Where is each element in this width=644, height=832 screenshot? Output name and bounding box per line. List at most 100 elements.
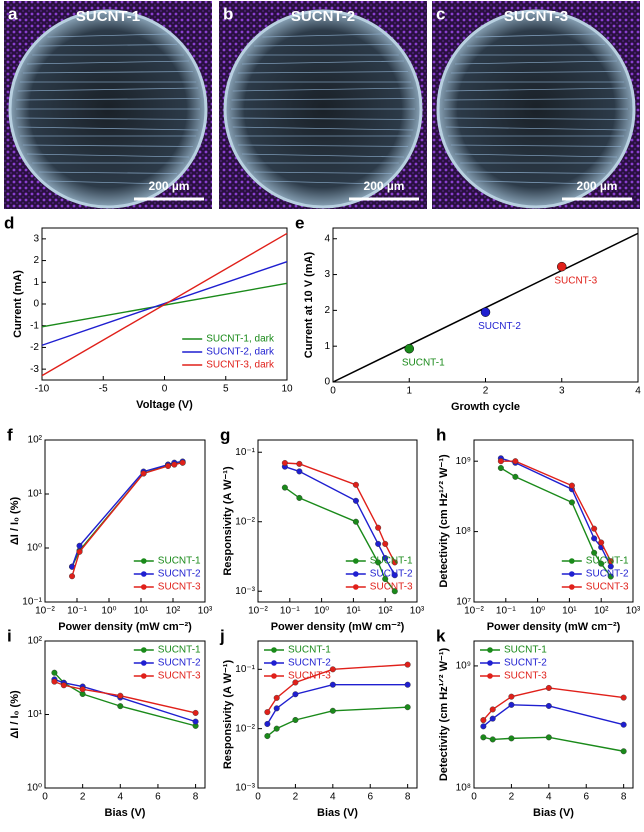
data-point (375, 524, 382, 531)
data-point (192, 709, 199, 716)
legend-marker (141, 660, 147, 666)
data-point (391, 559, 398, 566)
x-axis-label: Bias (V) (105, 807, 146, 819)
y-tick-label: 2 (324, 305, 330, 316)
legend-marker (271, 647, 277, 653)
panel-letter: g (220, 425, 230, 444)
data-point (591, 549, 598, 556)
data-point (391, 572, 398, 579)
x-tick-label: 2 (293, 792, 299, 803)
y-tick-label: -2 (30, 342, 39, 353)
nanotube-line (241, 60, 405, 65)
y-axis-label: Detectivity (cm Hz¹ᐟ² W⁻¹) (438, 454, 450, 588)
x-tick-label: 10³ (626, 606, 641, 617)
data-point (512, 458, 519, 465)
nanotube-line (454, 60, 618, 65)
x-tick-label: 4 (118, 792, 124, 803)
data-point (51, 669, 58, 676)
x-axis-label: Power density (mW cm⁻²) (58, 621, 192, 633)
nanotube-line (38, 171, 178, 174)
data-point (404, 681, 411, 688)
legend-marker (271, 660, 277, 666)
data-point (296, 468, 303, 475)
nanotube-line (22, 144, 194, 147)
plot-frame (44, 439, 206, 603)
series-line (266, 706, 408, 737)
nanotube-line (475, 180, 597, 185)
data-point (489, 736, 496, 743)
data-point (545, 684, 552, 691)
series-line (266, 684, 408, 725)
data-point (69, 573, 76, 580)
data-point (292, 691, 299, 698)
data-point (296, 494, 303, 501)
data-point (352, 497, 359, 504)
legend-label: SUCNT-3, dark (206, 360, 275, 371)
y-tick-label: 10⁹ (456, 661, 471, 672)
y-tick-label: 10⁰ (27, 543, 42, 554)
x-tick-label: 10¹ (562, 606, 577, 617)
nanotube-line (444, 98, 628, 101)
legend-marker (271, 673, 277, 679)
series-line (41, 232, 288, 377)
data-point (352, 481, 359, 488)
y-tick-label: 10⁷ (456, 597, 471, 608)
point-label: SUCNT-3 (554, 275, 597, 286)
data-point (273, 694, 280, 701)
nanotube-line (16, 98, 200, 101)
micrograph-label: SUCNT-1 (76, 8, 140, 25)
nanotube-line (26, 60, 190, 65)
chart: 0 1 2 3 4 0 1 2 3 4 Growth cycle Current at 10 V (m… (295, 213, 641, 412)
data-point (117, 703, 124, 710)
y-tick-label: 10⁻² (235, 516, 255, 527)
data-point (264, 720, 271, 727)
y-tick-label: 0 (324, 377, 330, 388)
x-tick-label: -10 (35, 384, 50, 395)
nanotube-line (253, 44, 393, 47)
y-tick-label: 0 (33, 299, 39, 310)
x-tick-label: 10⁻¹ (67, 606, 87, 617)
data-point (508, 735, 515, 742)
legend-label: SUCNT-3 (158, 582, 201, 593)
data-point (620, 721, 627, 728)
y-tick-label: 10⁻¹ (22, 597, 42, 608)
data-point (404, 704, 411, 711)
data-point (508, 701, 515, 708)
x-tick-label: 4 (330, 792, 336, 803)
y-axis-label: Current at 10 V (mA) (303, 251, 315, 358)
x-tick-label: 2 (80, 792, 86, 803)
x-tick-label: 10² (166, 606, 181, 617)
data-point (273, 725, 280, 732)
nanotube-line (466, 171, 606, 174)
x-axis-label: Bias (V) (533, 807, 574, 819)
legend-label: SUCNT-1 (370, 556, 413, 567)
data-point (296, 460, 303, 467)
nanotube-line (445, 87, 627, 92)
x-axis-label: Power density (mW cm⁻²) (487, 621, 621, 633)
data-point (480, 717, 487, 724)
plot-frame (473, 439, 634, 603)
x-tick-label: 2 (509, 792, 515, 803)
x-tick-label: 0 (330, 386, 336, 397)
data-point (382, 540, 389, 547)
x-tick-label: 10⁻² (464, 606, 484, 617)
data-point (79, 686, 86, 693)
x-tick-label: 0 (162, 384, 168, 395)
y-tick-label: -1 (30, 320, 39, 331)
data-point (489, 715, 496, 722)
y-tick-label: 10⁸ (456, 526, 471, 537)
data-point (591, 535, 598, 542)
legend-marker (487, 673, 493, 679)
data-point (568, 499, 575, 506)
micrograph: b SUCNT-2 200 µm (219, 1, 427, 209)
micrograph: a SUCNT-1 200 µm (4, 1, 212, 209)
plot-frame (473, 640, 634, 789)
panel-letter: k (436, 626, 446, 645)
nanotube-line (475, 33, 597, 38)
x-tick-label: 8 (405, 792, 411, 803)
legend-label: SUCNT-1, dark (206, 334, 275, 345)
data-point (557, 261, 567, 272)
legend-label: SUCNT-1 (586, 556, 629, 567)
nanotube-line (22, 71, 194, 74)
